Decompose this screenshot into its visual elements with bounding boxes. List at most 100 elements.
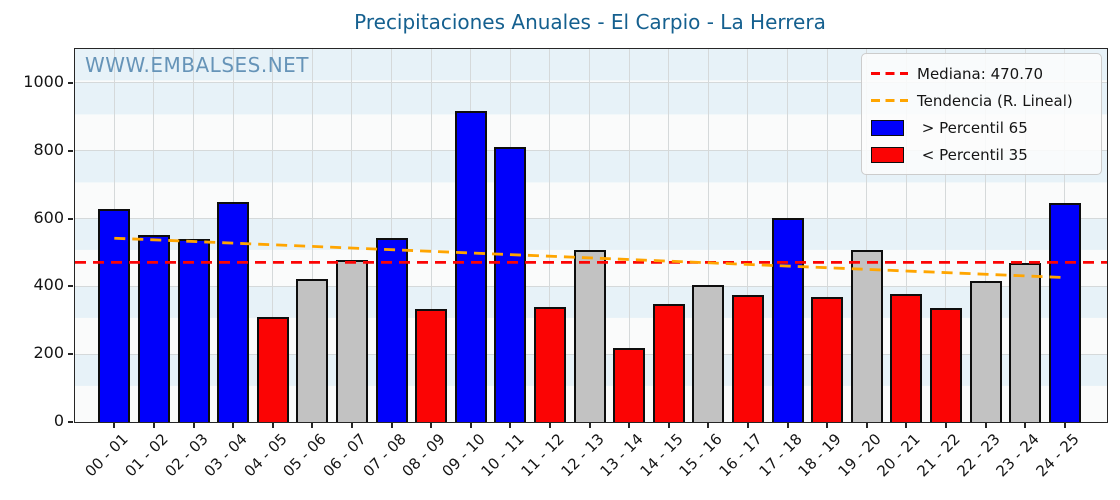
legend-item-3: < Percentil 35 (871, 141, 1092, 168)
x-tick-label: 21 - 22 (913, 430, 964, 481)
legend-item-2: > Percentil 65 (871, 114, 1092, 141)
x-gridline (391, 49, 392, 422)
bar-04-05 (256, 317, 289, 422)
x-tick-label: 13 - 14 (596, 430, 647, 481)
color-swatch (871, 146, 904, 163)
x-gridline (905, 49, 907, 422)
x-tick-label: 12 - 13 (556, 430, 608, 481)
x-gridline (628, 49, 630, 422)
x-gridline (985, 49, 986, 422)
x-tick-mark (1063, 423, 1066, 428)
bar-00-01 (98, 209, 131, 422)
dashed-line-swatch (871, 72, 908, 75)
x-tick-label: 16 - 17 (715, 430, 766, 481)
x-gridline (747, 49, 749, 422)
x-tick-label: 03 - 04 (200, 430, 251, 481)
x-tick-mark (826, 423, 829, 428)
y-tick-mark (68, 421, 73, 423)
x-tick-label: 10 - 11 (477, 430, 529, 481)
y-tick-label: 400 (33, 275, 64, 295)
x-tick-mark (984, 423, 987, 428)
x-gridline (351, 49, 353, 422)
y-tick-mark (68, 81, 73, 84)
x-tick-label: 00 - 01 (81, 430, 133, 481)
x-gridline (668, 49, 670, 422)
y-tick-mark (68, 353, 73, 356)
bar-09-10 (454, 110, 487, 422)
bar-20-21 (890, 293, 923, 422)
x-gridline (826, 49, 828, 422)
x-tick-label: 24 - 25 (1032, 430, 1083, 481)
y-gridline (75, 218, 1107, 220)
x-tick-mark (192, 423, 195, 428)
bar-16-17 (731, 294, 764, 422)
x-tick-mark (113, 423, 116, 428)
bar-21-22 (929, 307, 962, 422)
x-tick-mark (865, 423, 868, 428)
y-tick-mark (68, 285, 73, 288)
x-tick-label: 06 - 07 (319, 430, 370, 481)
x-tick-label: 07 - 08 (358, 430, 410, 481)
x-gridline (589, 49, 590, 422)
x-tick-label: 18 - 19 (794, 430, 845, 481)
x-gridline (549, 49, 551, 422)
x-tick-mark (430, 423, 433, 428)
x-tick-mark (588, 423, 591, 428)
x-tick-mark (667, 423, 670, 428)
legend-dash-sample (871, 99, 908, 102)
bar-17-18 (771, 218, 804, 422)
x-gridline (311, 49, 313, 422)
x-tick-mark (469, 423, 472, 428)
watermark: WWW.EMBALSES.NET (85, 53, 310, 77)
x-tick-mark (232, 423, 235, 428)
x-gridline (193, 49, 194, 422)
legend: Mediana: 470.70 Tendencia (R. Lineal) > P… (861, 53, 1102, 175)
x-tick-mark (707, 423, 710, 428)
x-tick-mark (350, 423, 353, 428)
bar-03-04 (217, 201, 250, 422)
x-tick-mark (390, 423, 393, 428)
bar-18-19 (811, 297, 844, 422)
x-tick-label: 08 - 09 (398, 430, 449, 481)
y-tick-label: 800 (33, 139, 64, 159)
x-tick-label: 22 - 23 (952, 430, 1004, 481)
reference-lines-layer (75, 236, 1107, 279)
legend-dash-sample (871, 72, 908, 75)
bar-15-16 (692, 284, 725, 422)
x-tick-mark (746, 423, 749, 428)
bar-24-25 (1048, 202, 1081, 422)
chart-title: Precipitaciones Anuales - El Carpio - La… (354, 10, 826, 34)
bar-08-09 (415, 309, 448, 422)
x-tick-mark (509, 423, 512, 428)
legend-label: Mediana: 470.70 (917, 64, 1044, 83)
y-tick-label: 200 (33, 343, 64, 363)
y-tick-label: 600 (33, 207, 64, 227)
dashed-line-swatch (871, 99, 908, 102)
x-tick-mark (152, 423, 155, 428)
x-tick-mark (311, 423, 314, 428)
bar-06-07 (335, 259, 368, 422)
bar-01-02 (137, 234, 170, 422)
legend-item-1: Tendencia (R. Lineal) (871, 87, 1092, 114)
x-tick-label: 01 - 02 (121, 430, 172, 481)
bar-10-11 (494, 147, 527, 422)
x-tick-mark (548, 423, 551, 428)
y-gridline (75, 82, 1107, 84)
x-tick-mark (628, 423, 631, 428)
x-tick-label: 20 - 21 (873, 430, 925, 481)
x-gridline (945, 49, 947, 422)
bar-05-06 (296, 278, 329, 422)
color-swatch (871, 119, 904, 136)
x-gridline (272, 49, 274, 422)
trend-line (114, 236, 1065, 279)
x-tick-mark (271, 423, 274, 428)
x-tick-label: 09 - 10 (438, 430, 489, 481)
bar-14-15 (652, 304, 685, 422)
legend-label: < Percentil 35 (917, 145, 1028, 164)
x-tick-label: 11 - 12 (517, 430, 568, 481)
bar-23-24 (1009, 262, 1042, 422)
bar-07-08 (375, 237, 408, 422)
x-gridline (1024, 49, 1026, 422)
x-tick-label: 17 - 18 (754, 430, 806, 481)
